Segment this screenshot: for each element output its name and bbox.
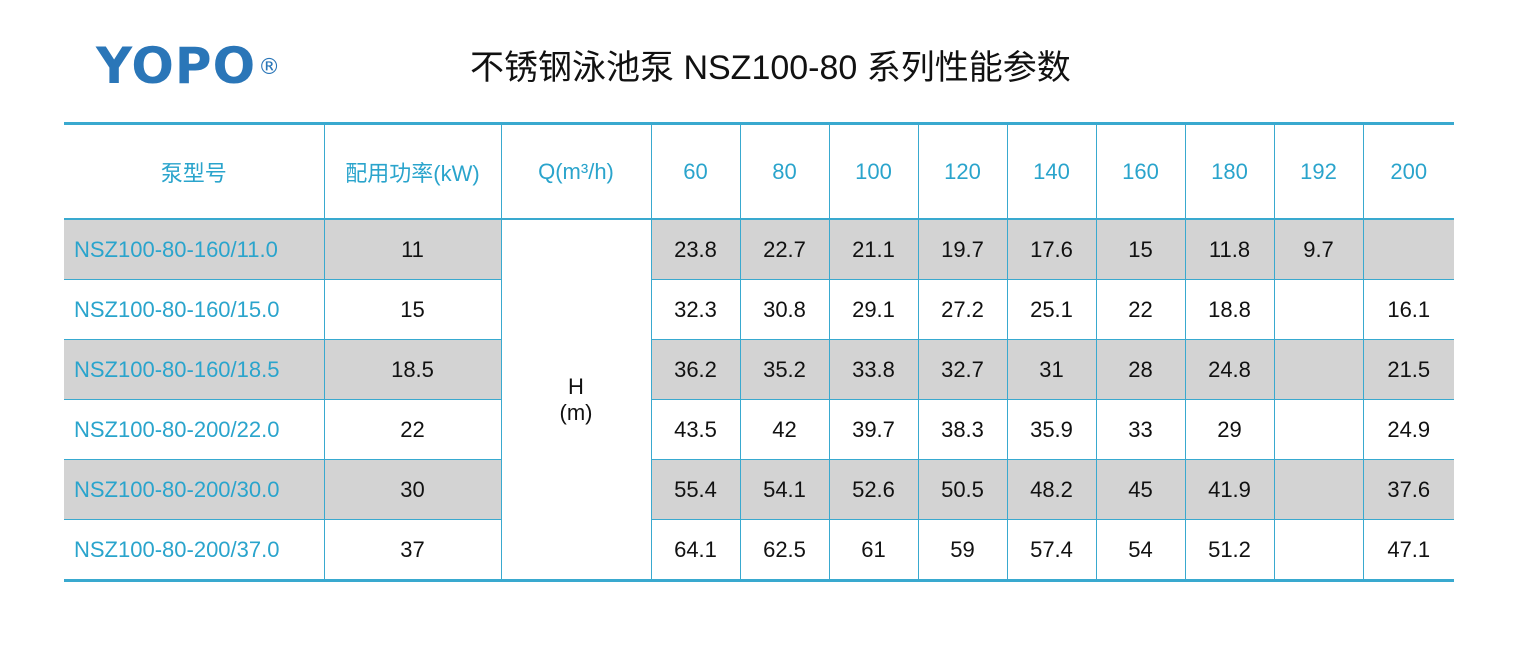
head-value-cell [1362,219,1454,280]
header-flow-value: 120 [917,123,1008,220]
head-value-cell: 54.1 [739,459,830,520]
head-value-cell: 23.8 [650,219,741,280]
head-value-cell: 37.6 [1362,459,1454,520]
head-value-cell: 55.4 [650,459,741,520]
head-value-cell: 47.1 [1362,519,1454,581]
head-value-cell: 62.5 [739,519,830,581]
head-value-cell: 15 [1095,219,1186,280]
registered-mark: ® [258,55,282,80]
head-value-cell [1273,459,1364,520]
power-cell: 22 [323,399,502,460]
head-value-cell: 50.5 [917,459,1008,520]
header-flow-value: 180 [1184,123,1275,220]
header-flow-value: 100 [828,123,919,220]
model-cell: NSZ100-80-200/37.0 [64,519,325,581]
head-value-cell: 52.6 [828,459,919,520]
head-value-cell: 41.9 [1184,459,1275,520]
power-cell: 37 [323,519,502,581]
header-row: 泵型号 配用功率(kW) Q(m³/h) 60 80 100 120 140 1… [64,123,1454,220]
head-value-cell: 22.7 [739,219,830,280]
header-flow-value: 60 [650,123,741,220]
performance-table: 泵型号 配用功率(kW) Q(m³/h) 60 80 100 120 140 1… [64,122,1454,582]
head-value-cell [1273,399,1364,460]
table-row: NSZ100-80-200/22.0 22 43.5 42 39.7 38.3 … [64,399,1454,460]
head-value-cell: 64.1 [650,519,741,581]
head-value-cell: 24.8 [1184,339,1275,400]
head-value-cell: 22 [1095,279,1186,340]
header-flow-value: 160 [1095,123,1186,220]
head-value-cell [1273,519,1364,581]
head-value-cell: 28 [1095,339,1186,400]
power-cell: 11 [323,219,502,280]
page-title: 不锈钢泳池泵 NSZ100-80 系列性能参数 [470,49,1071,87]
model-cell: NSZ100-80-160/15.0 [64,279,325,340]
head-value-cell: 45 [1095,459,1186,520]
power-cell: 30 [323,459,502,520]
head-value-cell: 36.2 [650,339,741,400]
head-value-cell [1273,339,1364,400]
model-cell: NSZ100-80-200/22.0 [64,399,325,460]
head-value-cell: 51.2 [1184,519,1275,581]
head-label-unit: (m) [559,399,593,425]
head-value-cell: 11.8 [1184,219,1275,280]
head-value-cell: 42 [739,399,830,460]
head-value-cell: 16.1 [1362,279,1454,340]
header-flow-value: 200 [1362,123,1454,220]
head-value-cell: 24.9 [1362,399,1454,460]
head-value-cell: 30.8 [739,279,830,340]
head-value-cell: 21.5 [1362,339,1454,400]
head-value-cell: 18.8 [1184,279,1275,340]
header-flow-value: 140 [1006,123,1097,220]
head-label-cell: H (m) [500,219,652,581]
table-row: NSZ100-80-160/18.5 18.5 36.2 35.2 33.8 3… [64,339,1454,400]
table-row: NSZ100-80-160/15.0 15 32.3 30.8 29.1 27.… [64,279,1454,340]
head-value-cell: 59 [917,519,1008,581]
head-value-cell: 54 [1095,519,1186,581]
head-value-cell: 29.1 [828,279,919,340]
table-row: NSZ100-80-160/11.0 11 H (m) 23.8 22.7 21… [64,219,1454,581]
head-value-cell: 21.1 [828,219,919,280]
header-flow-value: 80 [739,123,830,220]
head-label-symbol: H [568,373,584,399]
head-value-cell: 19.7 [917,219,1008,280]
model-cell: NSZ100-80-160/18.5 [64,339,325,400]
head-value-cell: 38.3 [917,399,1008,460]
head-value-cell: 9.7 [1273,219,1364,280]
head-value-cell: 43.5 [650,399,741,460]
head-value-cell: 35.9 [1006,399,1097,460]
head-value-cell: 48.2 [1006,459,1097,520]
brand-logo: YOPO® [96,36,281,96]
head-value-cell: 25.1 [1006,279,1097,340]
head-value-cell: 33 [1095,399,1186,460]
header-flow: Q(m³/h) [500,123,652,220]
head-value-cell: 35.2 [739,339,830,400]
head-value-cell: 31 [1006,339,1097,400]
head-value-cell: 33.8 [828,339,919,400]
power-cell: 15 [323,279,502,340]
head-value-cell: 29 [1184,399,1275,460]
header-model: 泵型号 [64,123,325,220]
head-value-cell: 39.7 [828,399,919,460]
head-value-cell: 32.7 [917,339,1008,400]
head-value-cell: 17.6 [1006,219,1097,280]
head-value-cell [1273,279,1364,340]
header-power: 配用功率(kW) [323,123,502,220]
power-cell: 18.5 [323,339,502,400]
head-value-cell: 57.4 [1006,519,1097,581]
head-value-cell: 61 [828,519,919,581]
header-flow-value: 192 [1273,123,1364,220]
head-value-cell: 27.2 [917,279,1008,340]
model-cell: NSZ100-80-160/11.0 [64,219,325,280]
table-row: NSZ100-80-200/37.0 37 64.1 62.5 61 59 57… [64,519,1454,581]
head-value-cell: 32.3 [650,279,741,340]
logo-text: YOPO [96,37,257,95]
model-cell: NSZ100-80-200/30.0 [64,459,325,520]
table-row: NSZ100-80-200/30.0 30 55.4 54.1 52.6 50.… [64,459,1454,520]
